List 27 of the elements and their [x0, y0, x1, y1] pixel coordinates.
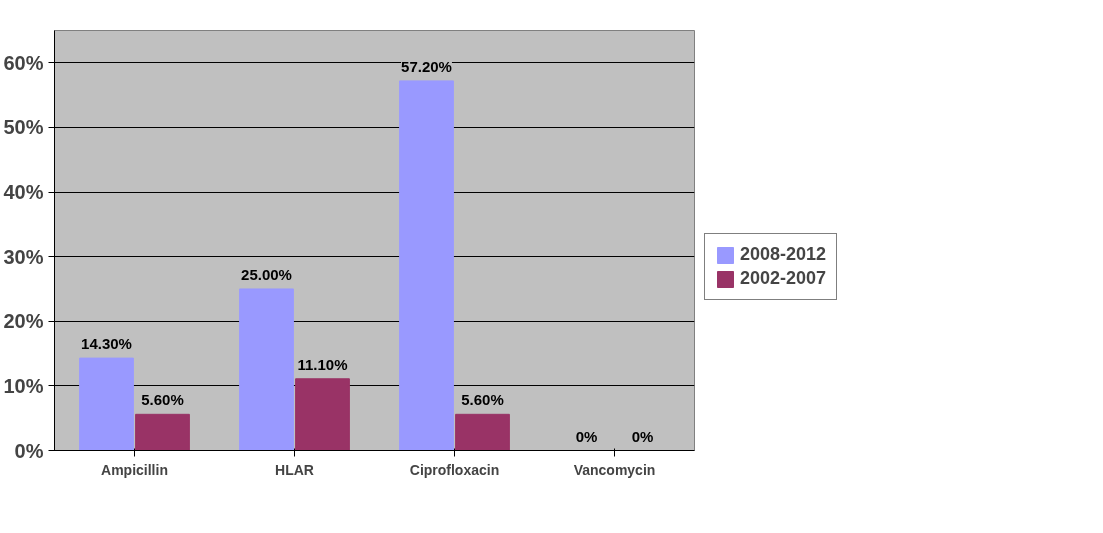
legend-label: 2002-2007: [740, 268, 827, 289]
y-tick-label: 30%: [3, 245, 44, 268]
y-tick-label: 20%: [3, 310, 44, 333]
bar: [135, 413, 190, 451]
data-label: 25.00%: [241, 265, 292, 283]
data-label: 5.60%: [461, 391, 504, 409]
legend-label: 2008-2012: [740, 244, 827, 265]
x-tick-label: HLAR: [275, 461, 314, 478]
bar: [455, 413, 510, 451]
data-label: 57.20%: [401, 57, 452, 75]
y-tick-label: 40%: [3, 181, 44, 204]
data-label: 0%: [575, 427, 598, 445]
data-label: 5.60%: [141, 391, 184, 409]
y-tick-label: 10%: [3, 374, 44, 397]
data-label: 0%: [631, 427, 654, 445]
bar: [295, 378, 350, 451]
y-tick-label: 50%: [3, 116, 44, 139]
bar: [79, 357, 134, 451]
x-tick-label: Vancomycin: [573, 461, 656, 478]
bar: [239, 288, 294, 451]
bar: [399, 80, 454, 451]
x-tick-label: Ampicillin: [101, 461, 168, 478]
data-label: 11.10%: [297, 355, 348, 373]
x-tick-label: Ciprofloxacin: [409, 461, 500, 478]
data-label: 14.30%: [81, 335, 132, 353]
y-tick-label: 60%: [3, 51, 44, 74]
y-tick-label: 0%: [14, 439, 44, 462]
